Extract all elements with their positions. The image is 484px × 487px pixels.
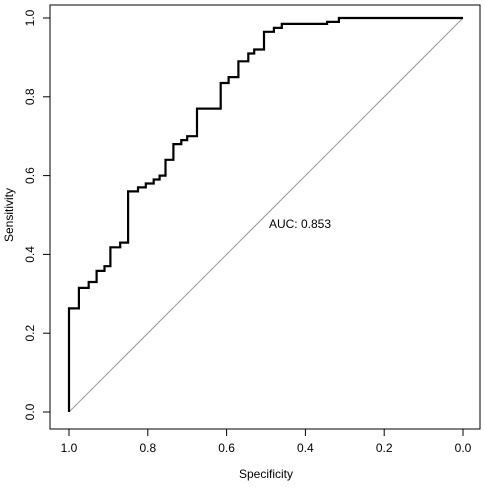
x-tick-label: 0.0 [455, 441, 472, 455]
x-axis: 1.0 0.8 0.6 0.4 0.2 0.0 [61, 428, 472, 455]
x-tick-label: 0.8 [139, 441, 156, 455]
x-tick-label: 1.0 [61, 441, 78, 455]
roc-curve [67, 16, 463, 412]
reference-diagonal [68, 17, 464, 413]
y-tick-label: 0.0 [23, 403, 37, 420]
plot-frame [49, 4, 481, 430]
x-tick-label: 0.6 [218, 441, 235, 455]
y-axis: 0.0 0.2 0.4 0.6 0.8 1.0 [23, 9, 51, 420]
x-tick-label: 0.4 [297, 441, 314, 455]
y-tick-label: 1.0 [23, 9, 37, 26]
x-tick-label: 0.2 [376, 441, 393, 455]
x-axis-label: Specificity [239, 467, 293, 481]
y-tick-label: 0.8 [23, 88, 37, 105]
y-tick-label: 0.2 [23, 325, 37, 342]
y-tick-label: 0.4 [23, 246, 37, 263]
y-tick-label: 0.6 [23, 167, 37, 184]
y-axis-label: Sensitivity [2, 188, 16, 242]
auc-annotation: AUC: 0.853 [269, 217, 331, 231]
